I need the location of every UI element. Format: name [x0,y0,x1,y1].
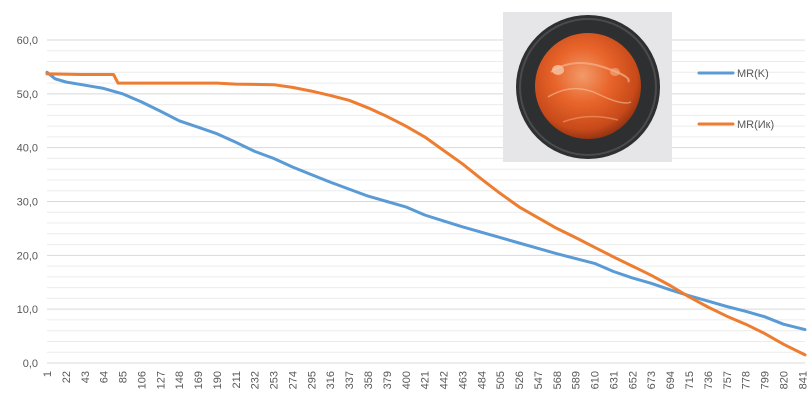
x-tick-label: 64 [99,371,111,383]
x-tick-label: 736 [703,371,715,389]
x-tick-label: 1 [42,371,54,377]
x-tick-label: 610 [590,371,602,389]
x-tick-label: 715 [684,371,696,389]
y-tick-label: 60,0 [17,35,38,47]
x-tick-label: 841 [797,371,808,389]
x-axis-ticks: 1 22 43 64 85 106 127 148 169 190 211 232 253 274 295 3… [42,371,808,389]
x-tick-label: 148 [174,371,186,389]
y-tick-label: 10,0 [17,304,38,316]
x-tick-label: 43 [80,371,92,383]
x-tick-label: 337 [344,371,356,389]
x-tick-label: 316 [325,371,337,389]
sample-photo-image [503,12,672,162]
x-tick-label: 568 [552,371,564,389]
x-tick-label: 757 [722,371,734,389]
x-tick-label: 358 [363,371,375,389]
x-tick-label: 85 [118,371,130,383]
x-tick-label: 694 [665,371,677,389]
legend: MR(K) MR(Ик) [697,68,774,131]
grid [47,39,805,364]
x-tick-label: 547 [533,371,545,389]
x-tick-label: 211 [231,371,243,389]
x-tick-label: 379 [382,371,394,389]
x-tick-label: 652 [627,371,639,389]
x-tick-label: 400 [401,371,413,389]
x-tick-label: 421 [420,371,432,389]
x-tick-label: 190 [212,371,224,389]
series-lines [45,70,807,357]
x-tick-label: 799 [760,371,772,389]
y-tick-label: 0,0 [23,358,38,370]
x-tick-label: 673 [646,371,658,389]
series-line-mr-ik [45,72,807,357]
x-tick-label: 526 [514,371,526,389]
x-tick-label: 274 [287,371,299,389]
x-tick-label: 232 [250,371,262,389]
x-tick-label: 106 [136,371,148,389]
x-tick-label: 820 [778,371,790,389]
x-tick-label: 484 [476,371,488,389]
x-tick-label: 589 [571,371,583,389]
x-tick-label: 295 [306,371,318,389]
x-tick-label: 442 [439,371,451,389]
x-tick-label: 253 [269,371,281,389]
y-tick-label: 30,0 [17,197,38,209]
x-tick-label: 22 [61,371,73,383]
legend-label: MR(Ик) [737,119,774,131]
y-tick-label: 20,0 [17,250,38,262]
y-tick-label: 40,0 [17,143,38,155]
x-tick-label: 505 [495,371,507,389]
series-line-mr-k [45,70,807,332]
x-tick-label: 169 [193,371,205,389]
x-tick-label: 631 [608,371,620,389]
legend-label: MR(K) [737,68,769,80]
sample-disc [535,33,641,139]
y-axis-ticks: 0,0 10,0 20,0 30,0 40,0 50,0 60,0 [17,35,38,370]
y-tick-label: 50,0 [17,89,38,101]
x-tick-label: 127 [155,371,167,389]
x-tick-label: 463 [457,371,469,389]
x-tick-label: 778 [741,371,753,389]
